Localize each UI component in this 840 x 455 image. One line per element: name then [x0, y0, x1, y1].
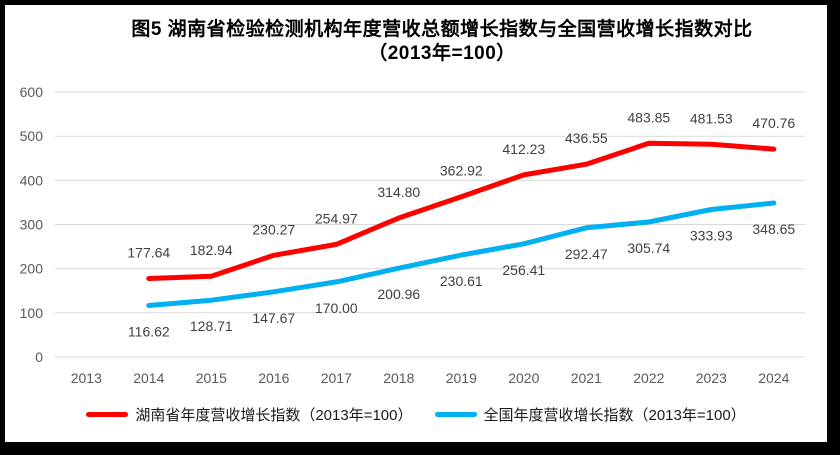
- data-label: 170.00: [315, 300, 358, 316]
- y-tick-label: 0: [35, 349, 43, 365]
- x-tick-label: 2019: [446, 370, 477, 386]
- chart-legend: 湖南省年度营收增长指数（2013年=100） 全国年度营收增长指数（2013年=…: [5, 404, 827, 425]
- y-tick-label: 100: [20, 305, 44, 321]
- data-label: 230.27: [252, 221, 295, 237]
- data-label: 470.76: [752, 115, 795, 131]
- x-tick-label: 2014: [133, 370, 164, 386]
- y-tick-label: 500: [20, 128, 44, 144]
- data-label: 292.47: [565, 246, 608, 262]
- data-label: 314.80: [377, 184, 420, 200]
- x-tick-label: 2016: [258, 370, 289, 386]
- chart-title-line1: 图5 湖南省检验检测机构年度营收总额增长指数与全国营收增长指数对比: [131, 19, 753, 40]
- legend-swatch-national-line: [434, 412, 477, 417]
- x-tick-label: 2013: [71, 370, 102, 386]
- chart-title: 图5 湖南省检验检测机构年度营收总额增长指数与全国营收增长指数对比 （2013年…: [59, 18, 825, 66]
- x-tick-label: 2024: [758, 370, 789, 386]
- legend-label-national: 全国年度营收增长指数（2013年=100）: [483, 407, 746, 424]
- legend-swatch-hunan-line: [86, 412, 129, 417]
- data-label: 116.62: [128, 324, 170, 340]
- x-tick-label: 2015: [196, 370, 227, 386]
- x-tick-label: 2017: [321, 370, 352, 386]
- data-label: 412.23: [502, 141, 545, 157]
- series-line-1: [146, 200, 777, 308]
- data-label: 254.97: [315, 210, 358, 226]
- x-tick-label: 2021: [571, 370, 602, 386]
- data-label: 333.93: [690, 228, 733, 244]
- x-tick-label: 2018: [383, 370, 414, 386]
- data-label: 305.74: [627, 240, 670, 256]
- data-label: 200.96: [377, 286, 420, 302]
- y-tick-label: 400: [20, 172, 44, 188]
- data-label: 147.67: [252, 310, 295, 326]
- data-label: 230.61: [440, 273, 483, 289]
- line-chart-plot: 0 100 200 300 400 500 600 2013 2014 2015 2016 2017 2…: [20, 84, 805, 386]
- y-tick-label: 600: [20, 84, 44, 100]
- data-label: 481.53: [690, 110, 733, 126]
- data-label: 256.41: [502, 262, 545, 278]
- x-tick-label: 2020: [508, 370, 539, 386]
- data-label: 177.64: [127, 245, 170, 261]
- data-label: 128.71: [190, 318, 233, 334]
- chart-container: 图5 湖南省检验检测机构年度营收总额增长指数与全国营收增长指数对比 （2013年…: [5, 5, 827, 442]
- legend-item-hunan: 湖南省年度营收增长指数（2013年=100）: [86, 404, 413, 425]
- data-label: 348.65: [752, 221, 795, 237]
- data-label: 362.92: [440, 163, 483, 179]
- data-label: 436.55: [565, 130, 608, 146]
- x-tick-label: 2022: [633, 370, 664, 386]
- series-line-0: [146, 140, 777, 281]
- chart-title-line2: （2013年=100）: [368, 43, 516, 64]
- y-tick-label: 300: [20, 217, 44, 233]
- legend-item-national: 全国年度营收增长指数（2013年=100）: [434, 404, 746, 425]
- legend-label-hunan: 湖南省年度营收增长指数（2013年=100）: [135, 407, 413, 424]
- data-label: 483.85: [627, 109, 670, 125]
- data-label: 182.94: [190, 242, 233, 258]
- y-tick-label: 200: [20, 261, 44, 277]
- x-tick-label: 2023: [696, 370, 727, 386]
